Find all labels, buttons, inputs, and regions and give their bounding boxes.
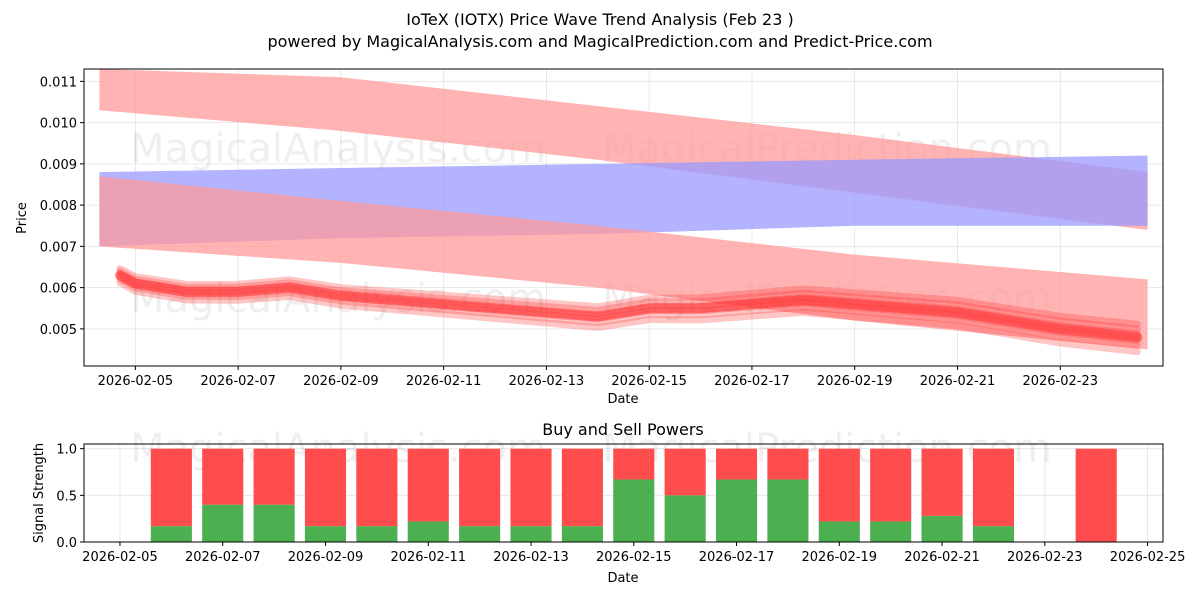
signal-bars [150,448,1117,542]
price-x-ticks: 2026-02-05 2026-02-07 2026-02-09 2026-02-11… [98,366,1098,389]
buy-bar-2026-02-13 [510,526,552,542]
sell-bar-2026-02-20 [870,448,912,522]
price-line-trace-0 [116,279,1141,356]
price-chart: MagicalAnalysis.com MagicalPrediction.co… [15,68,1164,407]
sell-bar-2026-02-06 [150,448,192,527]
signal-x-tick-label-0: 2026-02-05 [82,550,158,565]
signal-x-tick-label-7: 2026-02-19 [802,550,878,565]
price-x-tick-label-8: 2026-02-21 [920,374,996,389]
sell-bar-2026-02-13 [510,448,552,527]
price-y-tick-label-5: 0.010 [40,117,77,132]
buy-bar-2026-02-08 [253,504,295,542]
signal-x-tick-label-3: 2026-02-11 [390,550,466,565]
price-y-tick-label-4: 0.009 [40,158,77,173]
price-line [115,270,1143,343]
price-y-tick-label-0: 0.005 [40,323,77,338]
signal-y-label: Signal Strength [32,443,47,543]
price-x-tick-label-5: 2026-02-15 [611,374,687,389]
sell-bar-2026-02-09 [304,448,347,527]
price-x-tick-label-0: 2026-02-05 [98,374,174,389]
sell-bar-2026-02-11 [407,448,449,522]
price-y-label: Price [15,202,30,234]
chart-title: IoTeX (IOTX) Price Wave Trend Analysis (… [406,10,793,29]
sell-bar-2026-02-08 [253,448,295,505]
signal-y-tick-label-0: 0.0 [56,536,77,551]
buy-bar-2026-02-07 [202,504,244,542]
signal-x-ticks: 2026-02-05 2026-02-07 2026-02-09 2026-02-11… [82,542,1185,565]
price-x-tick-label-6: 2026-02-17 [714,374,790,389]
price-y-tick-label-1: 0.006 [40,282,77,297]
sell-bar-2026-02-17 [715,448,758,480]
signal-x-label: Date [607,571,638,586]
signal-x-tick-label-8: 2026-02-21 [904,550,980,565]
price-x-tick-label-3: 2026-02-11 [406,374,482,389]
signal-y-tick-label-1: 0.5 [56,489,77,504]
buy-bar-2026-02-17 [715,479,758,542]
sell-bar-2026-02-24 [1075,448,1117,542]
signal-chart: Buy and Sell Powers MagicalAnalysis.com … [32,420,1185,586]
price-x-tick-label-4: 2026-02-13 [509,374,585,389]
price-x-tick-label-2: 2026-02-09 [303,374,379,389]
buy-bar-2026-02-22 [972,526,1014,542]
chart-subtitle: powered by MagicalAnalysis.com and Magic… [267,32,932,51]
price-x-label: Date [607,392,638,407]
sell-bar-2026-02-18 [767,448,809,480]
buy-bar-2026-02-18 [767,479,809,542]
sell-bar-2026-02-14 [561,448,603,527]
sell-bar-2026-02-16 [664,448,706,496]
price-y-tick-label-2: 0.007 [40,240,77,255]
buy-bar-2026-02-15 [613,479,655,542]
signal-x-tick-label-2: 2026-02-09 [288,550,364,565]
signal-x-tick-label-5: 2026-02-15 [596,550,672,565]
price-chart-frame [83,68,1164,367]
buy-bar-2026-02-12 [459,526,501,542]
signal-y-ticks: 0.0 0.5 1.0 [56,443,84,551]
sell-bar-2026-02-15 [613,448,655,480]
price-y-tick-label-6: 0.011 [40,75,77,90]
sell-bar-2026-02-22 [972,448,1014,527]
price-line-trace-6 [116,265,1141,328]
buy-bar-2026-02-11 [407,521,449,542]
price-y-ticks: 0.005 0.006 0.007 0.008 0.009 0.010 0.011 [40,75,84,338]
sell-bar-2026-02-21 [921,448,963,516]
signal-chart-frame [83,443,1164,543]
price-y-tick-label-3: 0.008 [40,199,77,214]
buy-bar-2026-02-19 [818,521,860,542]
buy-bar-2026-02-06 [150,526,192,542]
price-x-tick-label-9: 2026-02-23 [1022,374,1098,389]
buy-bar-2026-02-14 [561,526,603,542]
signal-x-tick-label-6: 2026-02-17 [699,550,775,565]
signal-x-tick-label-4: 2026-02-13 [493,550,569,565]
price-x-tick-label-7: 2026-02-19 [817,374,893,389]
sell-bar-2026-02-07 [202,448,244,505]
buy-bar-2026-02-10 [356,526,398,542]
sell-bar-2026-02-12 [459,448,501,527]
buy-bar-2026-02-16 [664,495,706,542]
sell-bar-2026-02-10 [356,448,398,527]
buy-bar-2026-02-21 [921,515,963,542]
price-x-tick-label-1: 2026-02-07 [200,374,276,389]
signal-x-tick-label-9: 2026-02-23 [1007,550,1083,565]
sell-bar-2026-02-19 [818,448,860,522]
signal-x-tick-label-1: 2026-02-07 [185,550,261,565]
price-line-group [115,265,1143,356]
buy-bar-2026-02-09 [304,526,347,542]
signal-chart-title: Buy and Sell Powers [542,420,704,439]
signal-y-tick-label-2: 1.0 [56,443,77,458]
signal-x-tick-label-10: 2026-02-25 [1110,550,1186,565]
buy-bar-2026-02-20 [870,521,912,542]
